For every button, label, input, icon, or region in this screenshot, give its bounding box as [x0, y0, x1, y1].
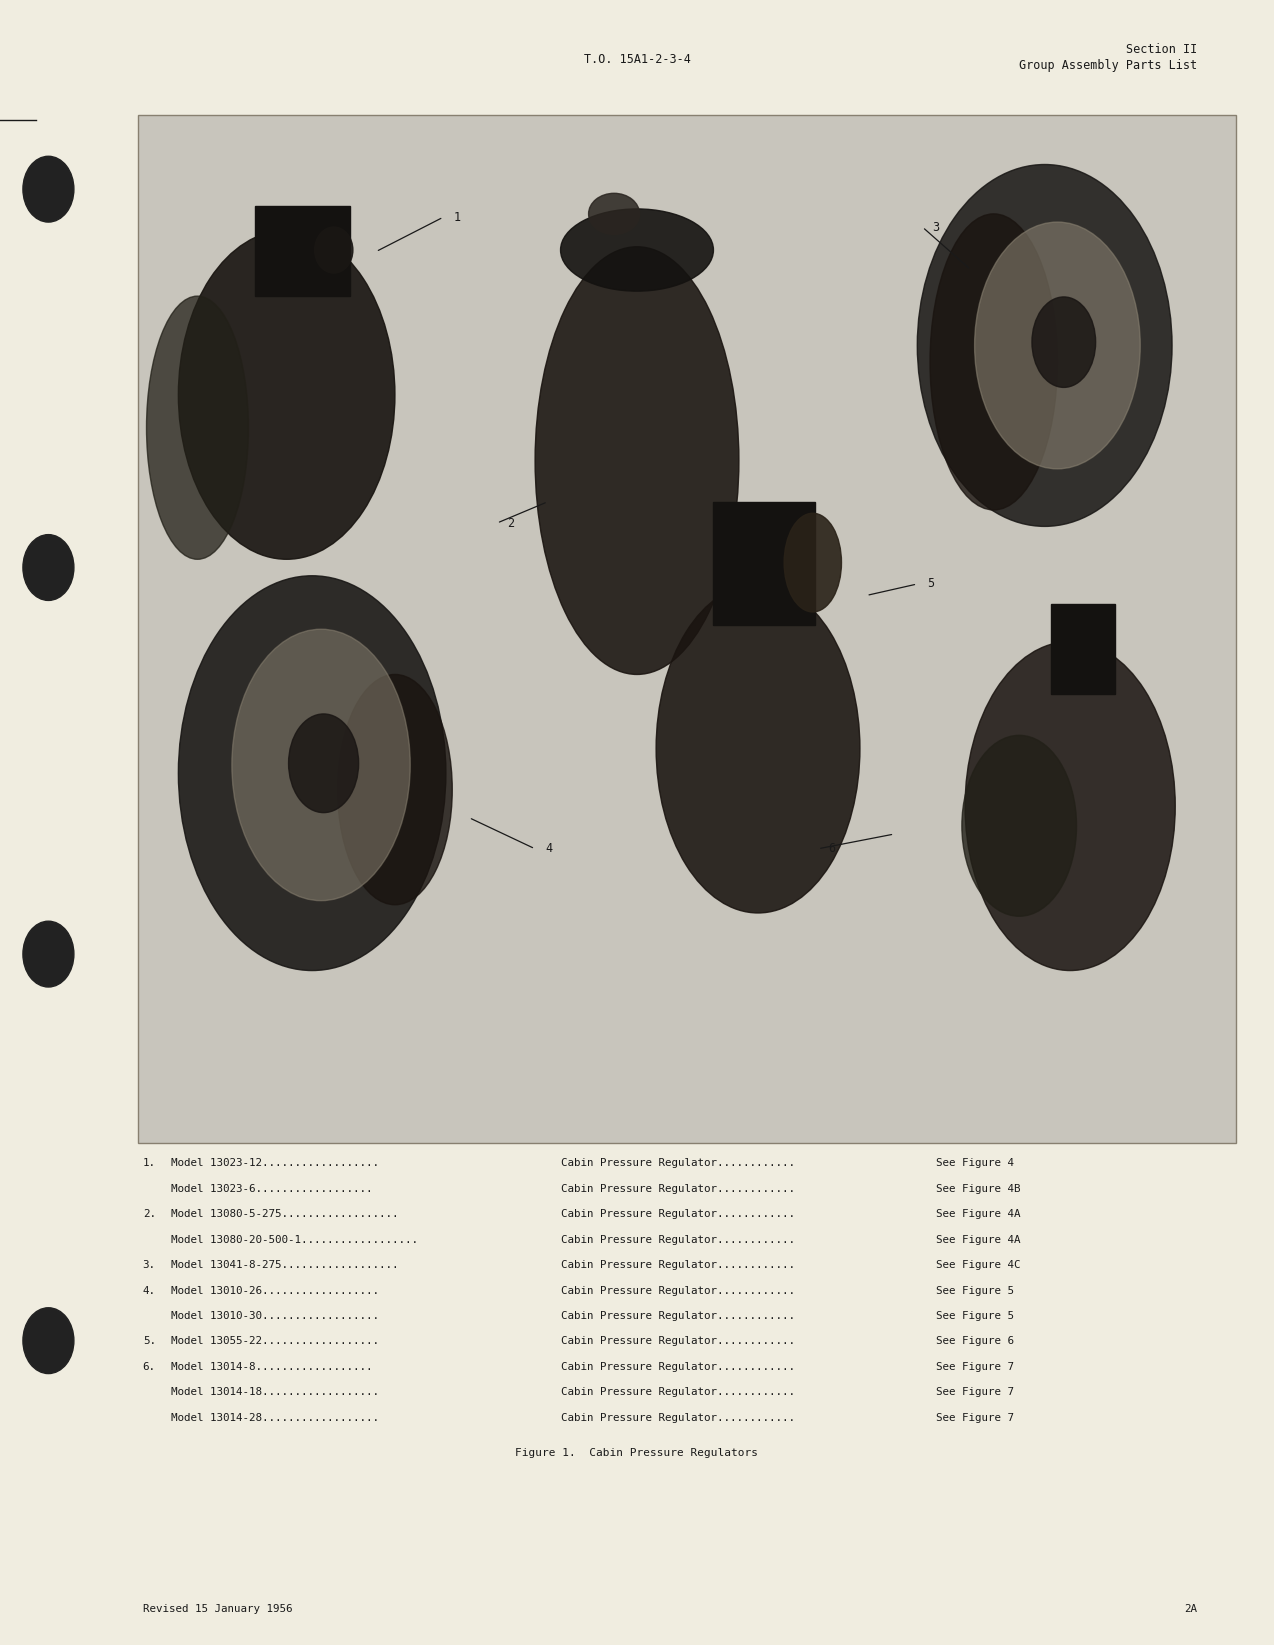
Ellipse shape — [147, 296, 248, 559]
Text: Cabin Pressure Regulator............: Cabin Pressure Regulator............ — [561, 1311, 795, 1321]
Circle shape — [23, 1308, 74, 1374]
Text: 6.: 6. — [143, 1362, 155, 1372]
Text: Model 13023-6..................: Model 13023-6.................. — [171, 1183, 372, 1194]
Text: Group Assembly Parts List: Group Assembly Parts List — [1019, 59, 1198, 72]
Text: Cabin Pressure Regulator............: Cabin Pressure Regulator............ — [561, 1183, 795, 1194]
Ellipse shape — [288, 714, 359, 813]
Text: See Figure 5: See Figure 5 — [936, 1311, 1014, 1321]
Text: Cabin Pressure Regulator............: Cabin Pressure Regulator............ — [561, 1362, 795, 1372]
Text: Model 13023-12..................: Model 13023-12.................. — [171, 1158, 378, 1168]
Text: 3.: 3. — [143, 1260, 155, 1270]
Text: See Figure 4B: See Figure 4B — [936, 1183, 1020, 1194]
Text: See Figure 4C: See Figure 4C — [936, 1260, 1020, 1270]
Text: T.O. 15A1-2-3-4: T.O. 15A1-2-3-4 — [583, 53, 691, 66]
Ellipse shape — [315, 227, 353, 273]
Text: Model 13041-8-275..................: Model 13041-8-275.................. — [171, 1260, 399, 1270]
Ellipse shape — [535, 247, 739, 674]
Text: Cabin Pressure Regulator............: Cabin Pressure Regulator............ — [561, 1413, 795, 1423]
Text: 5: 5 — [927, 577, 935, 591]
Text: Model 13055-22..................: Model 13055-22.................. — [171, 1336, 378, 1347]
Text: Cabin Pressure Regulator............: Cabin Pressure Regulator............ — [561, 1234, 795, 1245]
Text: Model 13080-20-500-1..................: Model 13080-20-500-1.................. — [171, 1234, 418, 1245]
Text: See Figure 7: See Figure 7 — [936, 1413, 1014, 1423]
Bar — [255, 206, 350, 296]
Text: 2A: 2A — [1185, 1604, 1198, 1614]
Ellipse shape — [930, 214, 1057, 510]
Text: Cabin Pressure Regulator............: Cabin Pressure Regulator............ — [561, 1260, 795, 1270]
Text: Revised 15 January 1956: Revised 15 January 1956 — [143, 1604, 292, 1614]
Ellipse shape — [232, 628, 410, 900]
Text: See Figure 5: See Figure 5 — [936, 1285, 1014, 1296]
Text: 5.: 5. — [143, 1336, 155, 1347]
Ellipse shape — [656, 584, 860, 913]
Text: See Figure 4A: See Figure 4A — [936, 1209, 1020, 1219]
Text: Cabin Pressure Regulator............: Cabin Pressure Regulator............ — [561, 1158, 795, 1168]
Circle shape — [23, 535, 74, 600]
Bar — [1051, 604, 1115, 694]
Text: Model 13080-5-275..................: Model 13080-5-275.................. — [171, 1209, 399, 1219]
Text: 1: 1 — [454, 211, 461, 224]
Ellipse shape — [589, 192, 640, 234]
Text: Model 13010-30..................: Model 13010-30.................. — [171, 1311, 378, 1321]
Text: Figure 1.  Cabin Pressure Regulators: Figure 1. Cabin Pressure Regulators — [516, 1448, 758, 1459]
Text: Model 13014-8..................: Model 13014-8.................. — [171, 1362, 372, 1372]
Text: Model 13014-18..................: Model 13014-18.................. — [171, 1387, 378, 1398]
Circle shape — [23, 156, 74, 222]
Ellipse shape — [784, 513, 841, 612]
Ellipse shape — [561, 209, 713, 291]
Text: Model 13010-26..................: Model 13010-26.................. — [171, 1285, 378, 1296]
Text: Model 13014-28..................: Model 13014-28.................. — [171, 1413, 378, 1423]
Bar — [713, 502, 815, 625]
Text: 4.: 4. — [143, 1285, 155, 1296]
Text: See Figure 7: See Figure 7 — [936, 1362, 1014, 1372]
Ellipse shape — [178, 576, 446, 971]
Text: See Figure 7: See Figure 7 — [936, 1387, 1014, 1398]
Text: See Figure 4: See Figure 4 — [936, 1158, 1014, 1168]
Bar — [138, 115, 1236, 1143]
Text: Cabin Pressure Regulator............: Cabin Pressure Regulator............ — [561, 1336, 795, 1347]
Ellipse shape — [917, 164, 1172, 526]
Text: Cabin Pressure Regulator............: Cabin Pressure Regulator............ — [561, 1285, 795, 1296]
Text: 4: 4 — [545, 842, 553, 855]
Text: Cabin Pressure Regulator............: Cabin Pressure Regulator............ — [561, 1387, 795, 1398]
Text: 2.: 2. — [143, 1209, 155, 1219]
Text: 6: 6 — [828, 842, 836, 855]
Circle shape — [23, 921, 74, 987]
Text: 1.: 1. — [143, 1158, 155, 1168]
Text: 2: 2 — [507, 517, 515, 530]
Text: Section II: Section II — [1126, 43, 1198, 56]
Ellipse shape — [966, 642, 1175, 971]
Ellipse shape — [178, 230, 395, 559]
Ellipse shape — [962, 735, 1077, 916]
Text: See Figure 4A: See Figure 4A — [936, 1234, 1020, 1245]
Ellipse shape — [338, 674, 452, 905]
Ellipse shape — [975, 222, 1140, 469]
Ellipse shape — [1032, 296, 1096, 387]
Text: Cabin Pressure Regulator............: Cabin Pressure Regulator............ — [561, 1209, 795, 1219]
Text: See Figure 6: See Figure 6 — [936, 1336, 1014, 1347]
Text: 3: 3 — [933, 220, 940, 234]
